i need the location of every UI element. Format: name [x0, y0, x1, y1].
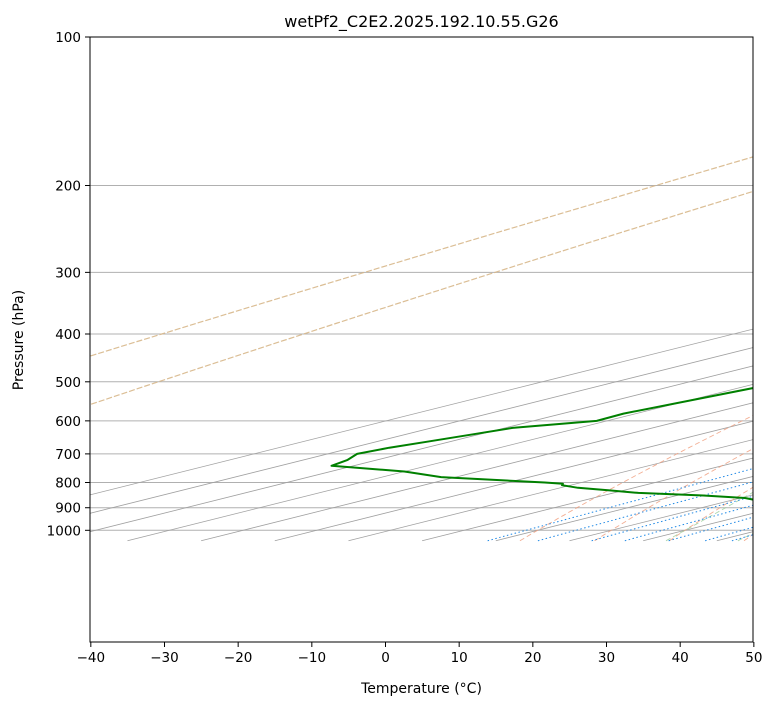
x-tick-label: −40	[77, 650, 106, 666]
x-tick-label: 40	[672, 650, 689, 666]
x-tick-label: 0	[381, 650, 390, 666]
isotherm-line	[127, 37, 775, 541]
isotherm-line	[0, 37, 775, 541]
mixing-ratio-line	[625, 382, 775, 541]
y-tick-label: 1000	[47, 523, 81, 539]
isotherm-line	[348, 37, 775, 541]
boundary-curve-line	[0, 37, 775, 541]
x-tick-label: 20	[524, 650, 541, 666]
y-tick-label: 900	[55, 501, 81, 517]
isotherm-line	[0, 37, 775, 541]
isotherm-line	[569, 37, 775, 541]
axes: −40 −30 −20 −10 0 10 20 30 40 50 100 200 300 400 500 60…	[47, 30, 763, 666]
isotherm-line	[643, 37, 775, 541]
mixing-ratio-line	[592, 382, 775, 541]
moist-adiabat-line	[666, 37, 775, 541]
background-lines	[0, 37, 775, 541]
y-axis-label: Pressure (hPa)	[11, 290, 27, 390]
y-tick-label: 800	[55, 475, 81, 491]
boundary-curve-line	[0, 37, 775, 541]
x-tick-label: 10	[451, 650, 468, 666]
mixing-ratio-line	[771, 382, 775, 541]
y-tick-label: 700	[55, 447, 81, 463]
isotherm-line	[275, 37, 775, 541]
chart-title: wetPf2_C2E2.2025.192.10.55.G26	[284, 12, 558, 32]
x-tick-label: −10	[298, 650, 327, 666]
dry-adiabat-line	[595, 37, 775, 541]
y-tick-label: 200	[55, 178, 81, 194]
mixing-ratio-line	[669, 382, 775, 541]
dry-adiabat-line	[744, 37, 775, 541]
x-tick-label: −30	[150, 650, 179, 666]
mixing-ratio-line	[488, 382, 775, 541]
dry-adiabat-line	[520, 37, 775, 541]
y-tick-label: 500	[55, 375, 81, 391]
isotherm-line	[54, 37, 775, 541]
y-tick-label: 600	[55, 414, 81, 430]
plot-frame	[90, 37, 753, 642]
isotherm-line	[201, 37, 775, 541]
x-tick-label: −20	[224, 650, 253, 666]
moist-adiabat-line	[738, 37, 775, 541]
x-tick-label: 50	[745, 650, 762, 666]
isotherm-line	[496, 37, 775, 541]
y-tick-label: 400	[55, 327, 81, 343]
x-tick-label: 30	[598, 650, 615, 666]
x-axis-label: Temperature (°C)	[360, 681, 482, 697]
y-tick-label: 300	[55, 265, 81, 281]
y-tick-label: 100	[55, 30, 81, 46]
